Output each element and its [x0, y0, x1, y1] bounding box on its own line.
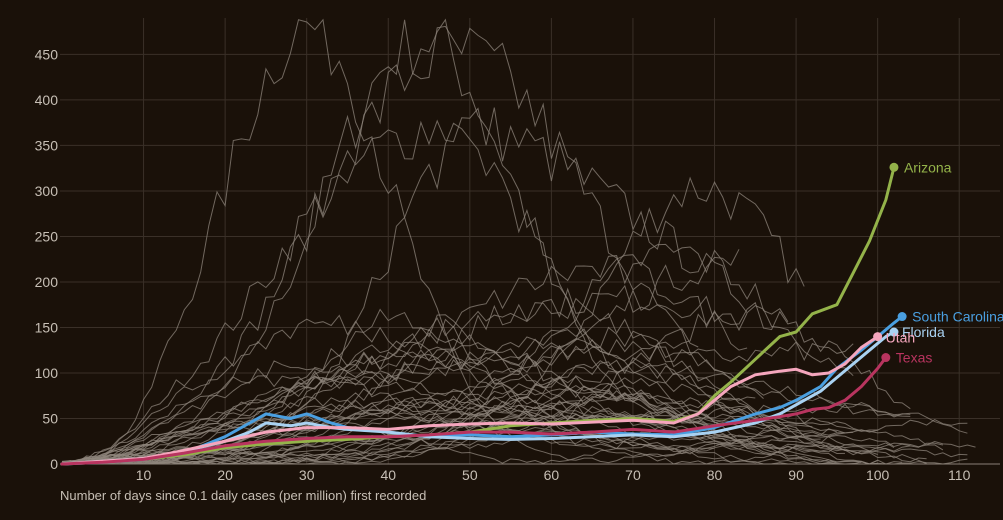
y-tick-label: 50 — [42, 410, 58, 426]
x-tick-label: 100 — [866, 467, 890, 483]
x-tick-label: 30 — [299, 467, 315, 483]
state-line — [62, 346, 878, 465]
x-tick-label: 80 — [707, 467, 723, 483]
state-line — [61, 25, 968, 462]
series-endpoint-south-carolina — [897, 312, 907, 322]
grid — [60, 18, 1000, 465]
state-line — [61, 375, 846, 465]
axis-ticks: 0 50 100 150 200 250 300 350 400 450 10 20 30 40 50 60 7… — [35, 46, 971, 483]
highlighted-series — [60, 162, 907, 466]
y-tick-label: 200 — [35, 274, 59, 290]
state-line — [61, 385, 895, 465]
x-axis-label: Number of days since 0.1 daily cases (pe… — [60, 488, 426, 503]
series-label: Texas — [896, 350, 933, 366]
x-tick-label: 40 — [380, 467, 396, 483]
x-tick-label: 20 — [217, 467, 233, 483]
y-tick-label: 350 — [35, 137, 59, 153]
x-tick-label: 50 — [462, 467, 478, 483]
series-line-texas — [60, 356, 888, 466]
series-label: Utah — [886, 330, 916, 346]
y-tick-label: 0 — [50, 456, 58, 472]
state-line — [61, 338, 976, 465]
state-line — [61, 360, 715, 465]
state-line — [61, 107, 854, 465]
state-line — [61, 284, 748, 465]
y-tick-label: 450 — [35, 46, 59, 62]
y-tick-label: 150 — [35, 319, 59, 335]
series-line-arizona — [60, 165, 896, 466]
x-tick-label: 70 — [625, 467, 641, 483]
x-tick-label: 110 — [948, 467, 971, 483]
y-tick-label: 400 — [35, 92, 59, 108]
series-endpoint-florida — [889, 327, 899, 337]
state-line — [61, 363, 911, 465]
series-line-south-carolina — [60, 315, 904, 466]
y-tick-label: 250 — [35, 228, 59, 244]
series-label: Arizona — [904, 159, 952, 175]
series-endpoint-arizona — [889, 162, 899, 172]
state-line — [61, 308, 911, 465]
series-line-utah — [60, 335, 880, 466]
series-line-florida — [60, 330, 896, 466]
x-tick-label: 90 — [788, 467, 804, 483]
series-endpoint-utah — [873, 332, 883, 342]
state-line — [61, 314, 927, 465]
y-tick-label: 100 — [35, 365, 59, 381]
series-label: Florida — [902, 324, 945, 340]
y-tick-label: 300 — [35, 183, 59, 199]
state-line — [62, 18, 715, 465]
series-endpoint-texas — [881, 353, 891, 363]
x-tick-label: 60 — [544, 467, 560, 483]
series-label: South Carolina — [912, 309, 1003, 325]
state-line — [61, 18, 903, 465]
x-tick-label: 10 — [136, 467, 152, 483]
other-states-lines — [61, 18, 976, 465]
state-line — [61, 397, 878, 465]
state-line — [61, 383, 862, 465]
